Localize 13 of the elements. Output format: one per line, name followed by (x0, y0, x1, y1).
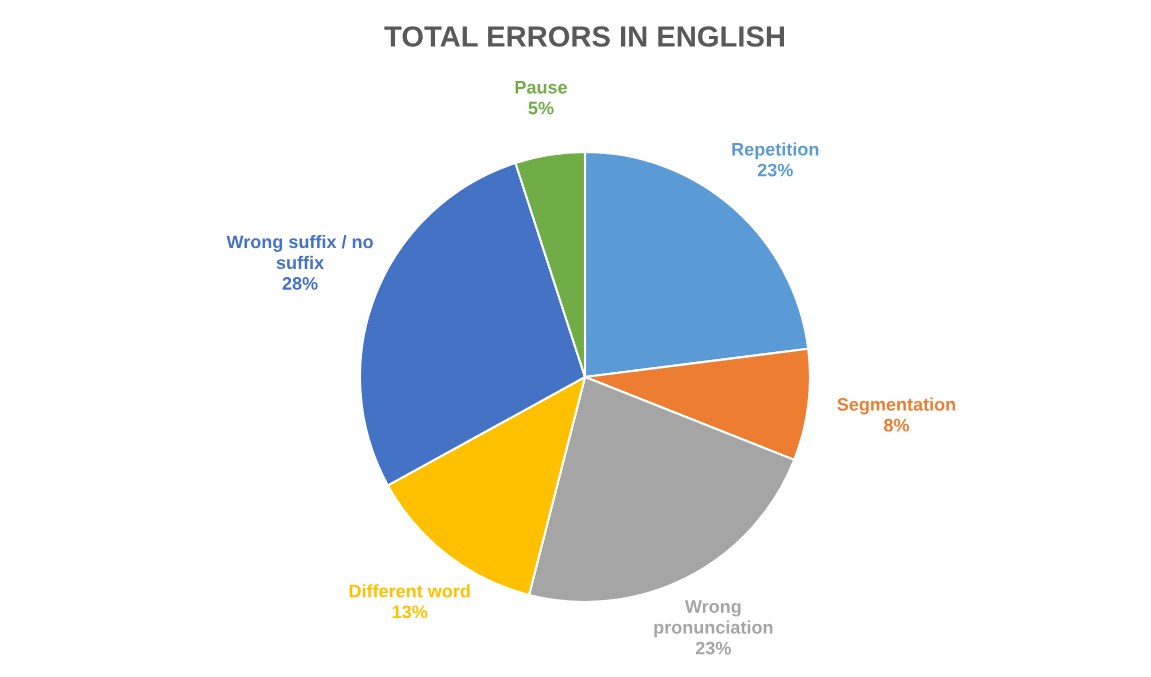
data-label: 23% (695, 641, 731, 655)
data-label: 23% (757, 163, 793, 177)
slice-label: Different word (349, 584, 470, 598)
slice-label: Wrong pronunciation (654, 600, 773, 638)
slice-label: Segmentation (837, 397, 956, 415)
data-label: 13% (392, 605, 428, 619)
chart-title: TOTAL ERRORS IN ENGLISH (384, 26, 784, 47)
slice-label: Pause (515, 81, 567, 94)
data-label: 5% (528, 101, 554, 115)
data-label: 28% (282, 277, 318, 290)
slice-label: Wrong suffix / no suffix (226, 234, 373, 270)
slice-label: Repetition (732, 142, 819, 160)
data-label: 8% (884, 418, 910, 432)
